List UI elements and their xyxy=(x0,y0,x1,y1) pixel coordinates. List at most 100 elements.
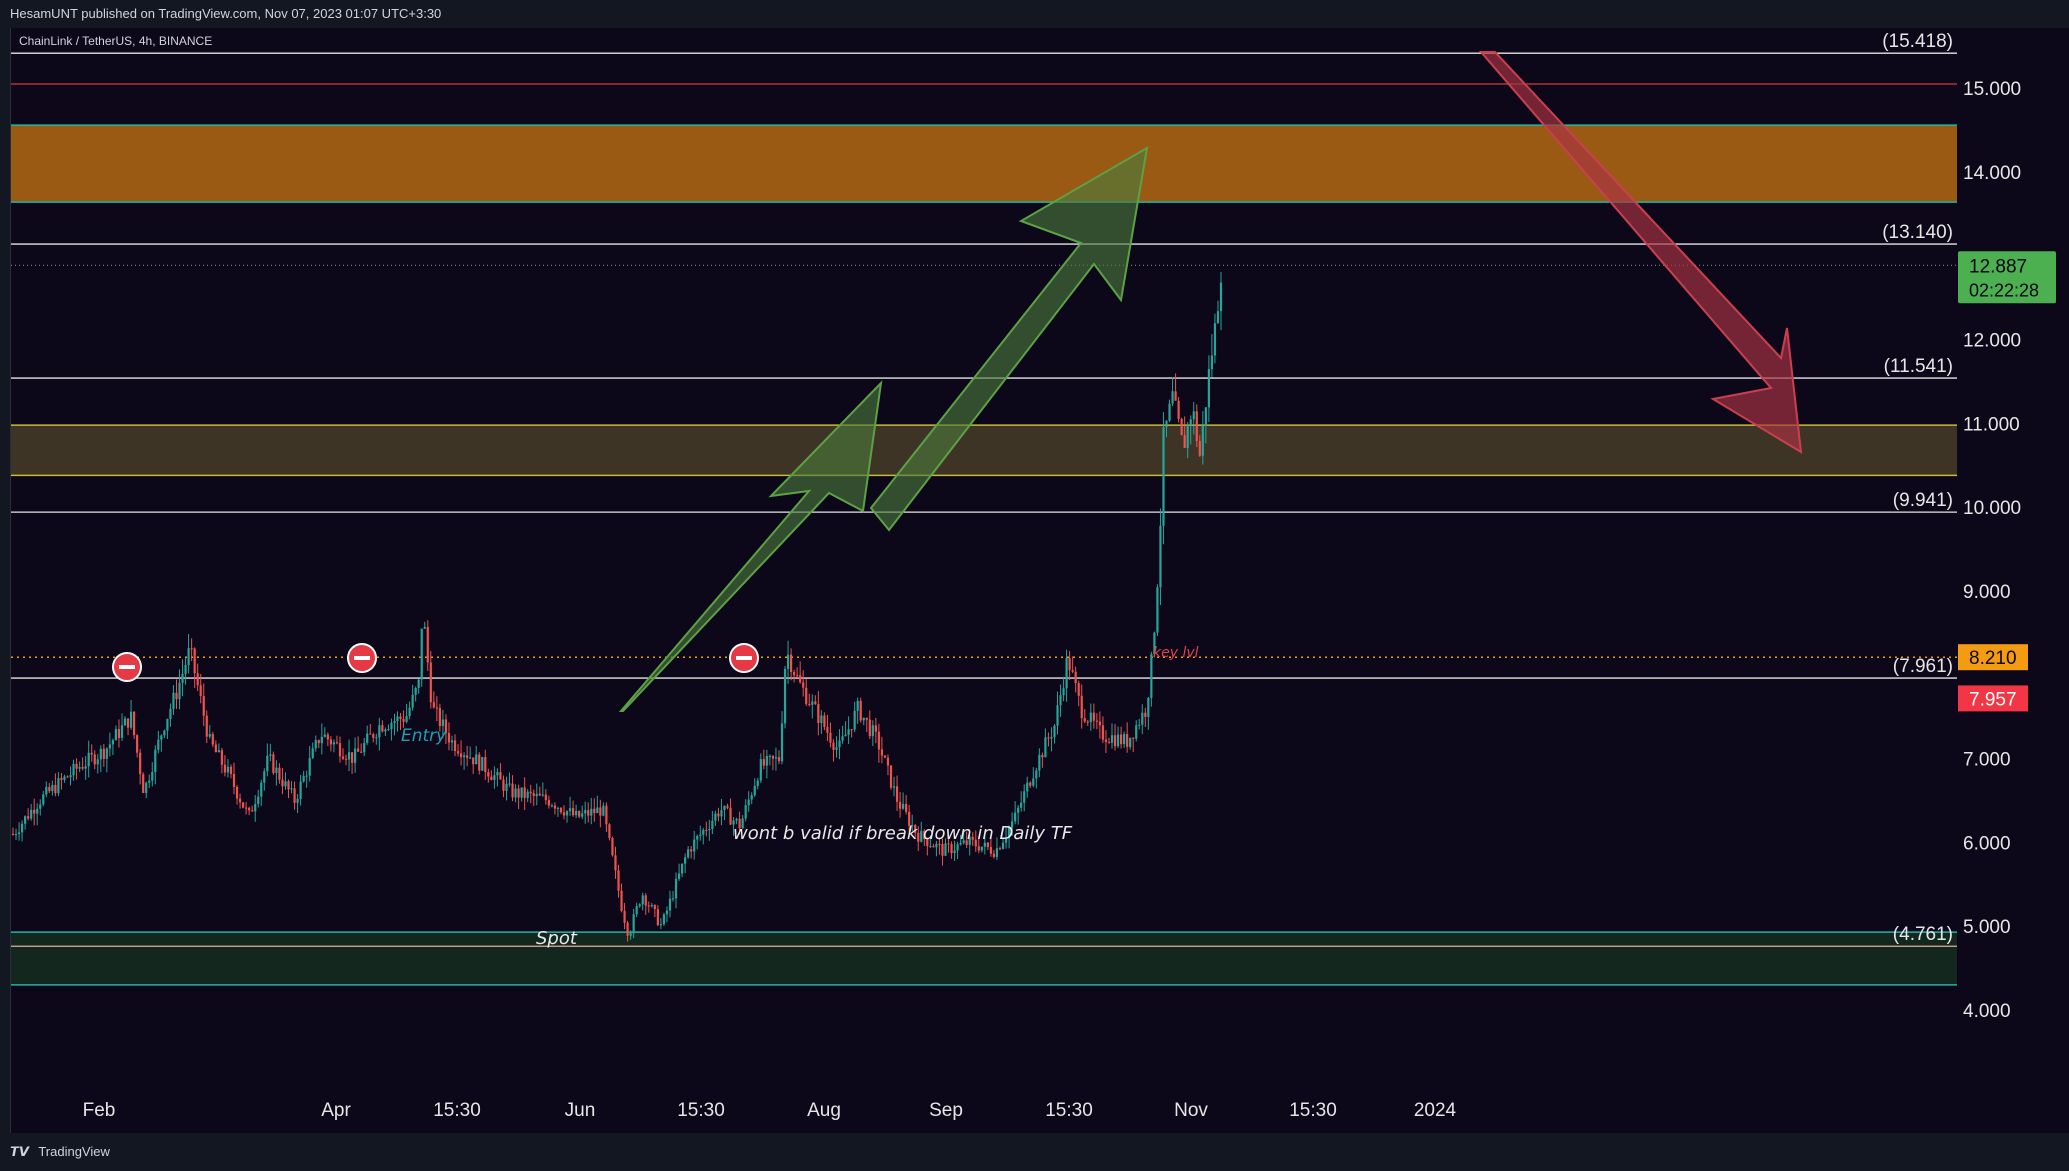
time-tick: Sep xyxy=(929,1100,963,1121)
last-price-text: 12.887 xyxy=(1969,256,2027,277)
candle-body xyxy=(420,628,423,680)
bid-badge-text: 7.957 xyxy=(1969,689,2017,710)
candle-body xyxy=(163,730,166,736)
candle-body xyxy=(541,794,544,796)
candle-body xyxy=(938,843,941,845)
candle-body xyxy=(360,751,363,753)
symbol-legend: ChainLink / TetherUS, 4h, BINANCE xyxy=(19,34,213,48)
candle-body xyxy=(1053,725,1056,738)
candle-body xyxy=(399,716,402,720)
candle-body xyxy=(263,771,266,783)
price-tick: 7.000 xyxy=(1963,750,2011,771)
candle-body xyxy=(1159,525,1162,588)
candle-body xyxy=(547,800,550,806)
key-level-badge xyxy=(1958,644,2028,671)
price-tick: 5.000 xyxy=(1963,917,2011,938)
candle-body xyxy=(841,736,844,741)
zone-demand xyxy=(11,932,1957,985)
chart-pane[interactable]: (15.418) (13.140) (11.541) (9.941) (7.961) (4… xyxy=(10,28,2069,1133)
candle-body xyxy=(496,772,499,776)
candle-body xyxy=(1180,418,1183,435)
candle-body xyxy=(30,809,33,819)
candle-body xyxy=(1135,725,1138,739)
candle-body xyxy=(1104,739,1108,742)
candle-body xyxy=(908,811,911,826)
last-price-badge xyxy=(1958,251,2056,304)
candle-body xyxy=(950,844,953,854)
candle-body xyxy=(396,716,399,722)
candle-body xyxy=(487,772,490,777)
candle-body xyxy=(1098,721,1101,726)
candle-body xyxy=(1113,735,1117,747)
level-label: (11.541) xyxy=(1884,356,1953,377)
candle-body xyxy=(693,839,696,852)
candle-body xyxy=(311,748,314,758)
candle-body xyxy=(635,906,638,915)
candle-body xyxy=(556,807,560,809)
candle-body xyxy=(935,843,938,848)
candle-body xyxy=(72,763,75,776)
price-tick: 14.000 xyxy=(1963,163,2021,184)
candle-body xyxy=(502,779,505,791)
candle-body xyxy=(81,767,84,769)
candle-body xyxy=(478,754,481,771)
candle-body xyxy=(980,846,983,851)
candle-body xyxy=(723,805,726,811)
candle-body xyxy=(441,719,445,727)
candle-body xyxy=(590,808,593,816)
candle-body xyxy=(129,711,133,728)
candle-body xyxy=(220,750,224,765)
candle-body xyxy=(402,719,405,722)
candle-body xyxy=(217,750,220,753)
candle-body xyxy=(923,830,926,840)
candle-body xyxy=(768,755,771,757)
candle-body xyxy=(853,710,856,730)
candle-body xyxy=(181,673,184,683)
candle-body xyxy=(372,734,375,738)
spot-label: Spot xyxy=(536,928,578,949)
candle-body xyxy=(759,759,762,781)
candle-body xyxy=(932,846,935,848)
candle-body xyxy=(1201,425,1204,456)
candle-body xyxy=(638,904,641,907)
candle-body xyxy=(323,734,326,737)
candle-body xyxy=(1086,721,1089,723)
candles xyxy=(11,272,1223,942)
event-marker-bar xyxy=(736,656,752,660)
candle-body xyxy=(1020,802,1023,808)
candle-body xyxy=(202,695,205,716)
zone-supply xyxy=(11,125,1957,203)
candle-body xyxy=(57,778,60,794)
candle-body xyxy=(381,725,384,732)
candle-body xyxy=(238,798,242,803)
candlestick-chart[interactable]: (15.418) (13.140) (11.541) (9.941) (7.961) (4… xyxy=(11,28,2069,1133)
candle-body xyxy=(811,701,814,705)
candle-body xyxy=(656,909,659,926)
candle-body xyxy=(1207,369,1210,408)
candle-body xyxy=(859,700,862,721)
candle-body xyxy=(1216,311,1220,324)
candle-body xyxy=(880,749,884,756)
candle-body xyxy=(729,807,732,825)
candle-body xyxy=(705,829,708,831)
candle-body xyxy=(84,766,87,769)
candle-body xyxy=(423,626,426,629)
candle-body xyxy=(614,855,617,871)
candle-body xyxy=(644,895,647,906)
candle-body xyxy=(305,775,308,777)
candle-body xyxy=(895,786,899,802)
candle-body xyxy=(611,838,614,856)
candle-body xyxy=(959,842,962,845)
candle-body xyxy=(1089,712,1092,723)
candle-body xyxy=(608,824,611,839)
green-arrow-2 xyxy=(869,146,1149,532)
candle-body xyxy=(393,721,396,723)
candle-body xyxy=(338,743,342,757)
candle-body xyxy=(241,802,245,808)
arrows xyxy=(618,51,1803,712)
red-arrow xyxy=(1478,51,1803,454)
candle-body xyxy=(1156,587,1159,633)
candle-body xyxy=(862,717,865,721)
candle-body xyxy=(326,734,329,740)
candle-body xyxy=(741,818,744,829)
